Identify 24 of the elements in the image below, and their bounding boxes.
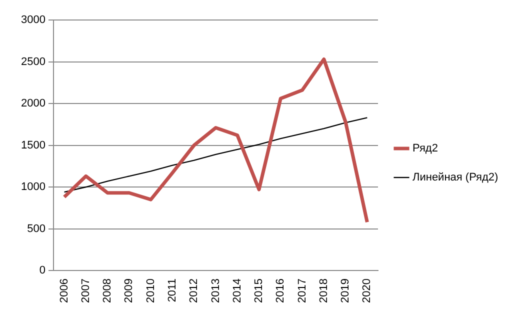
x-tick-label: 2018 bbox=[318, 278, 330, 304]
x-tick-label: 2019 bbox=[340, 278, 352, 304]
y-tick-label: 1000 bbox=[20, 181, 46, 194]
y-tick-label: 3000 bbox=[20, 14, 46, 26]
x-tick-label: 2009 bbox=[123, 278, 136, 304]
x-tick-label: 2015 bbox=[253, 278, 266, 304]
x-tick-label: 2006 bbox=[58, 278, 70, 304]
x-tick-label: 2013 bbox=[210, 278, 222, 304]
y-tick-label: 1500 bbox=[20, 139, 46, 152]
x-tick-label: 2010 bbox=[144, 278, 157, 304]
x-tick-label: 2007 bbox=[80, 278, 92, 304]
y-tick-label: 0 bbox=[39, 264, 46, 277]
x-tick-label: 2017 bbox=[296, 278, 308, 304]
x-tick-label: 2014 bbox=[231, 278, 244, 304]
x-tick-label: 2008 bbox=[102, 278, 114, 304]
y-tick-label: 2500 bbox=[20, 56, 46, 68]
y-tick-label: 500 bbox=[27, 222, 46, 235]
legend-label: Ряд2 bbox=[412, 142, 438, 155]
x-tick-label: 2020 bbox=[361, 278, 374, 304]
x-tick-label: 2011 bbox=[166, 278, 178, 302]
x-tick-label: 2016 bbox=[274, 278, 287, 304]
legend-label: Линейная (Ряд2) bbox=[412, 172, 498, 184]
x-tick-label: 2012 bbox=[188, 278, 200, 304]
y-tick-label: 2000 bbox=[20, 98, 46, 110]
